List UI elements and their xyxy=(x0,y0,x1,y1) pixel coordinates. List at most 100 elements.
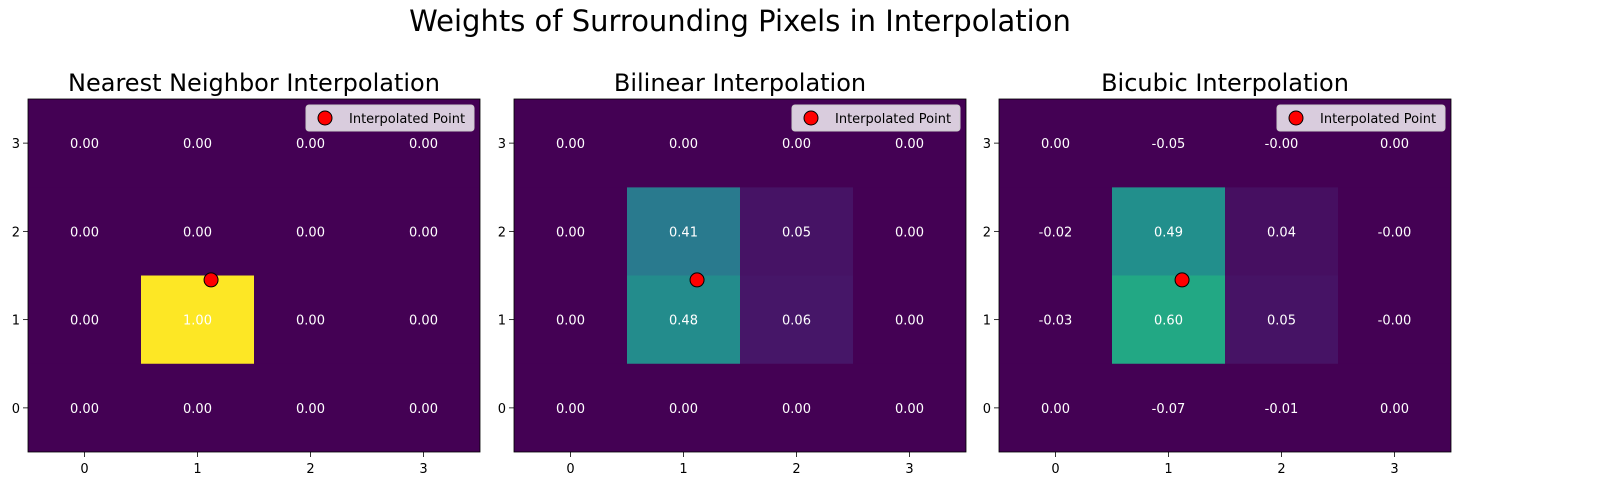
heatmap-cell xyxy=(254,275,367,364)
cell-value-label: -0.00 xyxy=(1265,137,1299,152)
heatmap-cell xyxy=(1338,187,1451,276)
cell-value-label: 0.00 xyxy=(895,402,924,417)
cell-value-label: 0.00 xyxy=(409,314,438,329)
heatmap-cell xyxy=(999,187,1112,276)
cell-value-label: 0.05 xyxy=(1267,314,1296,329)
cell-value-label: 0.00 xyxy=(669,402,698,417)
x-tick-label: 2 xyxy=(1277,462,1285,477)
y-tick-label: 0 xyxy=(983,402,991,417)
heatmap-cell xyxy=(1112,275,1225,364)
cell-value-label: 0.00 xyxy=(409,225,438,240)
legend-label: Interpolated Point xyxy=(1320,112,1436,127)
subplot-2: Bilinear Interpolation 0.00 0.00 0.00 0.00 0.… xyxy=(498,69,967,477)
legend: Interpolated Point xyxy=(305,104,475,132)
heatmap-cell xyxy=(740,275,853,364)
legend-box xyxy=(305,104,475,132)
heatmap-cell xyxy=(28,99,141,188)
heatmap-cell xyxy=(1225,187,1338,276)
cell-value-label: 0.00 xyxy=(556,402,585,417)
y-tick-label: 1 xyxy=(983,314,991,329)
heatmap-cell xyxy=(28,187,141,276)
legend-box xyxy=(791,104,961,132)
heatmap-cell xyxy=(514,363,627,452)
cell-value-label: 1.00 xyxy=(183,314,212,329)
cell-value-label: 0.41 xyxy=(669,225,698,240)
x-tick-label: 3 xyxy=(419,462,427,477)
cell-value-label: 0.00 xyxy=(782,137,811,152)
heatmap-cell xyxy=(740,187,853,276)
cell-value-label: 0.00 xyxy=(556,314,585,329)
cell-value-label: 0.00 xyxy=(1380,137,1409,152)
cell-value-label: 0.00 xyxy=(669,137,698,152)
cell-value-label: 0.00 xyxy=(296,225,325,240)
heatmap-cell xyxy=(367,363,480,452)
heatmap-cell xyxy=(141,363,254,452)
x-tick-label: 0 xyxy=(1051,462,1059,477)
y-tick-label: 2 xyxy=(12,225,20,240)
heatmap-cell xyxy=(1112,99,1225,188)
heatmap-cell xyxy=(28,275,141,364)
cell-value-label: 0.00 xyxy=(296,314,325,329)
y-tick-label: 2 xyxy=(498,225,506,240)
cell-value-label: -0.03 xyxy=(1039,314,1073,329)
heatmap-cell xyxy=(999,99,1112,188)
heatmap-cell xyxy=(1338,275,1451,364)
heatmap-cell xyxy=(999,275,1112,364)
legend-marker xyxy=(317,110,333,126)
cell-value-label: 0.00 xyxy=(296,137,325,152)
cell-value-label: 0.00 xyxy=(183,137,212,152)
subplot-1: Nearest Neighbor Interpolation 0.00 0.00 0.… xyxy=(12,69,481,477)
heatmap-cell xyxy=(627,363,740,452)
y-tick-label: 1 xyxy=(12,314,20,329)
y-tick-label: 0 xyxy=(12,402,20,417)
heatmap-cell xyxy=(1112,363,1225,452)
cell-value-label: 0.00 xyxy=(70,137,99,152)
heatmap-cell xyxy=(999,363,1112,452)
heatmap-cell xyxy=(514,187,627,276)
heatmap-cell xyxy=(514,275,627,364)
cell-value-label: -0.00 xyxy=(1378,314,1412,329)
cell-value-label: 0.00 xyxy=(70,225,99,240)
y-tick-label: 0 xyxy=(498,402,506,417)
legend-marker xyxy=(1288,110,1304,126)
x-tick-label: 2 xyxy=(792,462,800,477)
heatmap-cell xyxy=(853,363,966,452)
x-tick-label: 0 xyxy=(80,462,88,477)
heatmap-cell xyxy=(141,99,254,188)
cell-value-label: -0.05 xyxy=(1152,137,1186,152)
heatmap-cell xyxy=(367,275,480,364)
cell-value-label: 0.00 xyxy=(1041,402,1070,417)
cell-value-label: 0.06 xyxy=(782,314,811,329)
cell-value-label: 0.00 xyxy=(895,225,924,240)
subplot-3: Bicubic Interpolation 0.00 -0.07 -0.01 0.00 -… xyxy=(983,69,1452,477)
heatmap-cell xyxy=(1225,363,1338,452)
legend: Interpolated Point xyxy=(791,104,961,132)
legend-box xyxy=(1276,104,1446,132)
y-tick-label: 1 xyxy=(498,314,506,329)
y-tick-label: 3 xyxy=(983,137,991,152)
legend-label: Interpolated Point xyxy=(349,112,465,127)
heatmap-cell xyxy=(141,275,254,364)
x-tick-label: 3 xyxy=(905,462,913,477)
heatmap-cell xyxy=(1338,363,1451,452)
y-tick-label: 2 xyxy=(983,225,991,240)
x-tick-label: 2 xyxy=(306,462,314,477)
x-tick-label: 3 xyxy=(1390,462,1398,477)
figure-suptitle: Weights of Surrounding Pixels in Interpo… xyxy=(409,4,1071,38)
cell-value-label: 0.48 xyxy=(669,314,698,329)
cell-value-label: 0.49 xyxy=(1154,225,1183,240)
cell-value-label: 0.00 xyxy=(556,137,585,152)
cell-value-label: -0.01 xyxy=(1265,402,1299,417)
interpolated-point-marker xyxy=(1174,272,1190,288)
interpolated-point-marker xyxy=(203,272,219,288)
legend-marker xyxy=(803,110,819,126)
heatmap-cell xyxy=(367,187,480,276)
heatmap-cell xyxy=(627,275,740,364)
heatmap-cell xyxy=(254,187,367,276)
subplot-title: Bilinear Interpolation xyxy=(614,69,866,97)
axes-frame xyxy=(513,98,967,453)
x-tick-label: 1 xyxy=(679,462,687,477)
cell-value-label: -0.00 xyxy=(1378,225,1412,240)
y-tick-label: 3 xyxy=(12,137,20,152)
